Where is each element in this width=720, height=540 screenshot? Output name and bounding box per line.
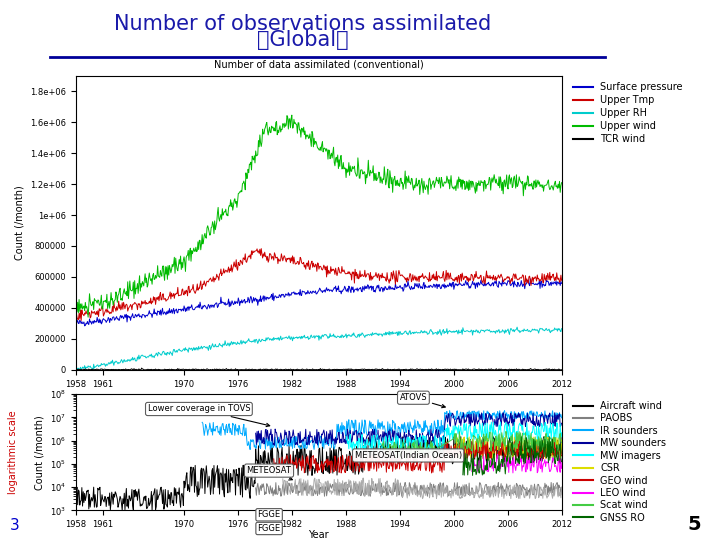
Text: （Global）: （Global） [256, 30, 348, 50]
Text: Number of observations assimilated: Number of observations assimilated [114, 14, 491, 33]
Text: 3: 3 [9, 518, 19, 534]
Legend: Aircraft wind, PAOBS, IR sounders, MW sounders, MW imagers, CSR, GEO wind, LEO w: Aircraft wind, PAOBS, IR sounders, MW so… [572, 399, 668, 525]
Title: Number of data assimilated (conventional): Number of data assimilated (conventional… [214, 59, 423, 69]
Text: 5: 5 [688, 515, 701, 534]
Text: FGGE: FGGE [258, 524, 281, 533]
X-axis label: Number of data assimilated (aircraft, satellite): Number of data assimilated (aircraft, sa… [205, 394, 432, 404]
Y-axis label: Count (/month): Count (/month) [34, 415, 44, 490]
X-axis label: Year: Year [308, 530, 329, 540]
Y-axis label: Count (/month): Count (/month) [14, 185, 24, 260]
Text: METEOSAT: METEOSAT [246, 466, 292, 480]
Text: ATOVS: ATOVS [400, 393, 445, 408]
Text: METEOSAT(Indian Ocean): METEOSAT(Indian Ocean) [354, 449, 462, 460]
Text: Lower coverage in TOVS: Lower coverage in TOVS [148, 404, 270, 427]
Text: logarithmic scale: logarithmic scale [8, 410, 18, 494]
Legend: Surface pressure, Upper Tmp, Upper RH, Upper wind, TCR wind: Surface pressure, Upper Tmp, Upper RH, U… [572, 80, 685, 146]
Text: FGGE: FGGE [258, 510, 281, 519]
